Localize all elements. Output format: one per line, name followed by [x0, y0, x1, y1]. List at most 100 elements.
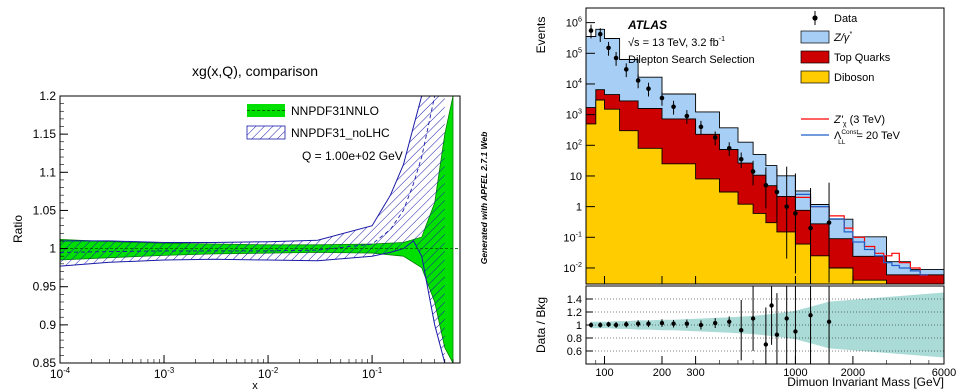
- top-ytick-label: 102: [566, 138, 582, 152]
- data-point: [738, 156, 744, 162]
- ratio-point: [793, 329, 798, 334]
- legend-zchi-sub: χ: [843, 121, 847, 128]
- left-ytick-label: 1.05: [33, 203, 57, 217]
- legend-zgamma-main: Z/γ: [833, 32, 851, 44]
- top-ytick-label: 1: [576, 202, 582, 214]
- top-ytick-label-base: 10: [566, 110, 578, 122]
- left-xlabel: x: [252, 380, 258, 390]
- data-point: [784, 204, 789, 209]
- legend-zchi-tail: (3 TeV): [847, 114, 886, 126]
- legend-entry-lambda: ΛConst. LL = 20 TeV: [801, 129, 901, 146]
- ratio-point: [727, 319, 732, 324]
- left-ytick-label: 0.9: [39, 318, 56, 332]
- legend-lambda-tail: = 20 TeV: [853, 130, 900, 142]
- stack-diboson: [586, 99, 944, 284]
- ratio-point: [606, 322, 611, 327]
- ratio-point: [712, 320, 718, 326]
- left-xtick-label-base: 10: [50, 367, 64, 381]
- top-ytick-label-exp: -2: [576, 261, 582, 269]
- ratio-point: [598, 322, 603, 328]
- data-point: [623, 67, 629, 72]
- data-point: [635, 78, 641, 83]
- right-xtick-label: 1000: [783, 367, 807, 379]
- ratio-ytick-label: 1.2: [567, 307, 582, 319]
- top-ytick-label: 104: [566, 77, 582, 91]
- ratio-point: [750, 316, 756, 321]
- legend-zchi-main: Z': [833, 114, 844, 126]
- top-ytick-label-exp: 2: [578, 138, 582, 146]
- band-nnpdf31-nolhc-upper: [60, 96, 445, 243]
- energy-lumi-label: √s = 13 TeV, 3.2 fb-1: [628, 36, 725, 49]
- central-nnpdf31-nolhc: [60, 96, 445, 253]
- legend-entry-data: Data: [812, 11, 858, 25]
- data-point: [763, 182, 769, 188]
- top-panel-frame: [585, 7, 945, 285]
- top-ytick-label-exp: 4: [578, 77, 582, 85]
- left-xtick-label-exp: -2: [271, 366, 278, 375]
- data-point: [726, 145, 732, 151]
- right-xtick-label: 300: [686, 367, 704, 379]
- left-ytick-label: 0.95: [33, 280, 57, 294]
- ratio-point: [646, 321, 651, 326]
- left-xtick-label: 10-1: [362, 366, 382, 381]
- top-ytick-label-exp: 6: [578, 16, 582, 24]
- legend-label-nnpdf31-nolhc: NNPDF31_noLHC: [291, 126, 390, 140]
- data-point: [613, 55, 619, 61]
- data-point: [774, 189, 780, 195]
- data-point: [684, 113, 690, 119]
- data-point: [698, 124, 704, 130]
- right-legend: Data Z/γ* Top Quarks Diboson Z'χ (3 TeV)…: [800, 11, 901, 146]
- top-ytick-label-base: 10: [566, 140, 578, 152]
- legend-zgamma-sup: *: [849, 31, 852, 38]
- generator-side-label: Generated with APFEL 2.7.1 Web: [479, 132, 489, 265]
- ratio-point: [613, 322, 619, 328]
- left-ytick-label: 0.85: [33, 356, 57, 370]
- top-ytick-label-exp: -1: [576, 230, 582, 238]
- band-nnpdf31-nolhc-lower: [60, 240, 446, 363]
- lumi-exponent: -1: [719, 36, 725, 43]
- legend-label-zgamma: Z/γ*: [833, 31, 852, 44]
- left-xtick-label-base: 10: [362, 367, 376, 381]
- left-annotation: Q = 1.00e+02 GeV: [302, 149, 403, 163]
- right-xtick-label: 2000: [841, 367, 865, 379]
- pdf-ratio-chart: xg(x,Q), comparison 0.85 0.9 0.95 1 1.05 1.1 1…: [11, 63, 461, 390]
- ratio-point: [808, 313, 813, 318]
- top-ytick-label-base: 10: [563, 232, 575, 244]
- top-ytick-label: 106: [566, 16, 582, 30]
- left-legend: NNPDF31NNLO NNPDF31_noLHC Q = 1.00e+02 G…: [246, 104, 403, 163]
- atlas-label: ATLAS: [627, 18, 667, 32]
- ratio-point: [671, 321, 676, 326]
- top-ytick-label: 10: [570, 171, 582, 183]
- right-xtick-label: 200: [653, 367, 671, 379]
- band-nnpdf31-nolhc: [60, 96, 445, 363]
- energy-lumi-text: √s = 13 TeV, 3.2 fb: [628, 37, 719, 49]
- ratio-point: [684, 321, 690, 326]
- left-xtick-label-base: 10: [154, 367, 168, 381]
- ratio-ytick-label: 0.6: [567, 346, 582, 358]
- top-ytick-label: 10-1: [563, 230, 582, 244]
- legend-entry-diboson: Diboson: [800, 70, 874, 84]
- ratio-point: [826, 319, 832, 324]
- left-ylabel: Ratio: [11, 215, 25, 243]
- top-ytick-label-base: 10: [566, 79, 578, 91]
- ratio-point: [698, 322, 704, 328]
- legend-entry-zgamma: Z/γ*: [800, 30, 852, 44]
- data-point: [671, 104, 676, 110]
- top-ytick-label: 105: [566, 46, 582, 60]
- data-point: [659, 95, 665, 101]
- right-xtick-label: 100: [595, 367, 613, 379]
- top-ytick-label-base: 10: [563, 263, 575, 275]
- ratio-point: [739, 328, 744, 333]
- right-xtick-label: 6000: [932, 367, 956, 379]
- legend-swatch-nnpdf31-nolhc: [246, 125, 286, 140]
- dimuon-mass-chart: 10-210-11101021031041051060.60.811.21.41…: [534, 7, 956, 389]
- left-ytick-label: 1.1: [39, 165, 56, 179]
- data-point: [606, 45, 611, 51]
- legend-swatch-nnpdf31nnlo: [247, 104, 285, 117]
- data-point: [793, 211, 798, 216]
- ratio-ytick-label: 1: [576, 320, 582, 332]
- legend-label-data: Data: [834, 13, 858, 25]
- ratio-point: [659, 320, 665, 326]
- top-ylabel: Events: [534, 17, 548, 54]
